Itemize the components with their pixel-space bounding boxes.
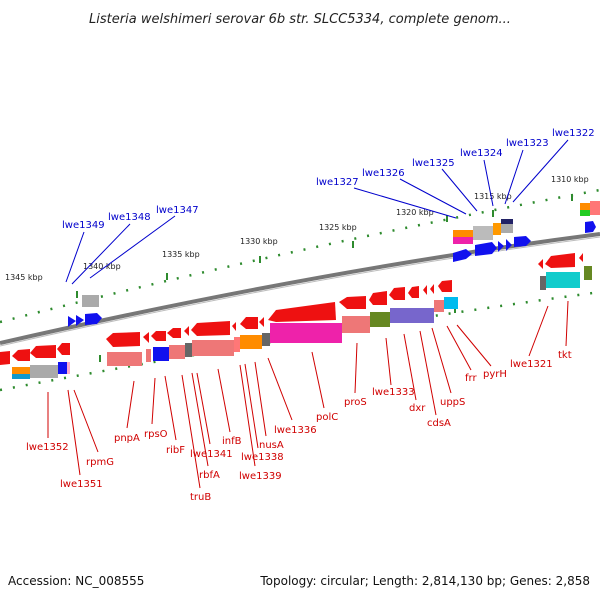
gene-label-nusA[interactable]: nusA [259, 440, 284, 451]
gene-label-lwe1323[interactable]: lwe1323 [506, 138, 549, 149]
gene-label-uppS[interactable]: uppS [440, 397, 465, 408]
gene-label-lwe1348[interactable]: lwe1348 [108, 212, 151, 223]
gene-label-truB[interactable]: truB [190, 492, 211, 503]
gene-label-lwe1336[interactable]: lwe1336 [274, 425, 317, 436]
leaders-top [65, 139, 569, 285]
gene-label-rbfA[interactable]: rbfA [199, 470, 220, 481]
gene-label-lwe1325[interactable]: lwe1325 [412, 158, 455, 169]
gene-label-cdsA[interactable]: cdsA [427, 418, 451, 429]
gene-label-polC[interactable]: polC [316, 412, 338, 423]
gene-label-lwe1322[interactable]: lwe1322 [552, 128, 595, 139]
gene-label-dxr[interactable]: dxr [409, 403, 426, 414]
forward-strand-features [82, 201, 600, 307]
gene-label-infB[interactable]: infB [222, 436, 242, 447]
gene-label-frr[interactable]: frr [465, 373, 477, 384]
gene-label-pnpA[interactable]: pnpA [114, 433, 140, 444]
gene-label-lwe1352[interactable]: lwe1352 [26, 442, 69, 453]
forward-strand-genes [68, 221, 596, 327]
leaders-bottom [47, 300, 569, 489]
gene-label-lwe1347[interactable]: lwe1347 [156, 205, 199, 216]
gene-label-rpsO[interactable]: rpsO [144, 429, 168, 440]
tick-label-1340: 1340 kbp [83, 262, 121, 271]
gene-label-lwe1326[interactable]: lwe1326 [362, 168, 405, 179]
gene-label-lwe1341[interactable]: lwe1341 [190, 449, 233, 460]
tick-label-1335: 1335 kbp [162, 250, 200, 259]
tick-label-1330: 1330 kbp [240, 237, 278, 246]
gene-label-ribF[interactable]: ribF [166, 445, 185, 456]
gene-label-lwe1351[interactable]: lwe1351 [60, 479, 103, 490]
tick-label-1345: 1345 kbp [5, 273, 43, 282]
gene-label-lwe1333[interactable]: lwe1333 [372, 387, 415, 398]
tick-label-1320: 1320 kbp [396, 208, 434, 217]
gene-label-lwe1321[interactable]: lwe1321 [510, 359, 553, 370]
gene-label-lwe1349[interactable]: lwe1349 [62, 220, 105, 231]
reverse-strand-genes [0, 253, 583, 365]
gene-label-lwe1327[interactable]: lwe1327 [316, 177, 359, 188]
footer-accession: Accession: NC_008555 [8, 574, 144, 588]
gene-label-pyrH[interactable]: pyrH [483, 369, 507, 380]
tick-label-1315: 1315 kbp [474, 192, 512, 201]
gene-label-lwe1339[interactable]: lwe1339 [239, 471, 282, 482]
gene-label-rpmG[interactable]: rpmG [86, 457, 114, 468]
gene-label-lwe1324[interactable]: lwe1324 [460, 148, 503, 159]
gene-label-tkt[interactable]: tkt [558, 350, 572, 361]
map-title: Listeria welshimeri serovar 6b str. SLCC… [89, 12, 511, 27]
reverse-strand-features [12, 266, 592, 379]
tick-label-1310: 1310 kbp [551, 175, 589, 184]
tick-label-1325: 1325 kbp [319, 223, 357, 232]
gene-label-proS[interactable]: proS [344, 397, 367, 408]
footer-summary: Topology: circular; Length: 2,814,130 bp… [259, 574, 590, 588]
gene-label-lwe1338[interactable]: lwe1338 [241, 452, 284, 463]
